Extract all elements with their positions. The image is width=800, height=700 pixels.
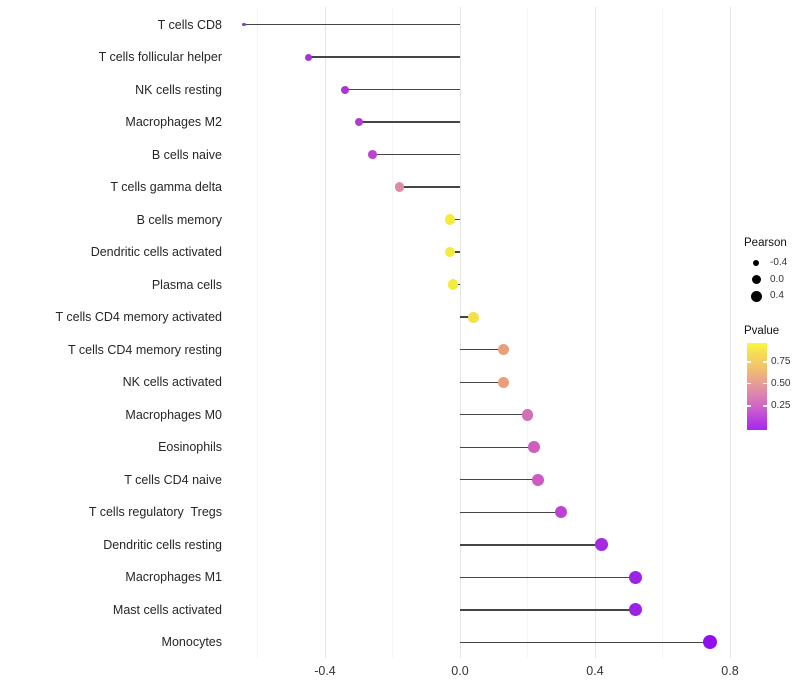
- pearson-size-dot: [752, 259, 760, 267]
- y-axis-label: Monocytes: [161, 635, 222, 650]
- pvalue-colorbar-tick: [747, 405, 751, 407]
- pvalue-tick-label: 0.75: [771, 356, 791, 367]
- y-axis-label: Mast cells activated: [112, 602, 222, 617]
- pvalue-colorbar-tick: [763, 361, 767, 363]
- lollipop-dot: [595, 538, 609, 552]
- y-axis-label: Eosinophils: [158, 440, 222, 455]
- lollipop-dot: [628, 570, 643, 584]
- lollipop-dot: [444, 214, 456, 225]
- lollipop-dot: [394, 182, 404, 192]
- pvalue-colorbar-tick: [747, 361, 751, 363]
- lollipop-dot: [521, 408, 534, 421]
- lollipop-stem: [460, 609, 636, 611]
- lollipop-dot: [367, 150, 377, 159]
- x-tick-label: -0.4: [314, 664, 336, 678]
- lollipop-dot: [702, 635, 717, 650]
- pvalue-tick-label: 0.25: [771, 400, 791, 411]
- lollipop-stem: [308, 56, 460, 58]
- lollipop-stem: [460, 641, 710, 644]
- gridline-major: [459, 7, 461, 658]
- lollipop-stem: [460, 544, 602, 546]
- pvalue-colorbar-tick: [763, 405, 767, 407]
- y-axis-label: T cells CD4 memory resting: [68, 342, 222, 357]
- lollipop-dot: [528, 441, 541, 454]
- lollipop-stem: [460, 381, 504, 383]
- gridline-major: [594, 7, 596, 658]
- lollipop-stem: [460, 446, 535, 448]
- y-axis-label: T cells regulatory Tregs: [88, 505, 222, 520]
- lollipop-dot: [468, 311, 479, 323]
- y-axis-label: Dendritic cells resting: [103, 537, 222, 552]
- gridline-minor: [257, 7, 258, 658]
- lollipop-dot: [304, 53, 312, 61]
- y-axis-label: B cells naive: [151, 147, 222, 162]
- gridline-minor: [527, 7, 528, 658]
- y-axis-label: Macrophages M1: [125, 570, 222, 585]
- pearson-size-dot: [750, 290, 762, 302]
- pvalue-colorbar-tick: [763, 382, 767, 385]
- pvalue-tick-label: 0.50: [771, 377, 791, 389]
- lollipop-stem: [460, 414, 528, 416]
- lollipop-stem: [460, 511, 562, 513]
- lollipop-dot: [341, 85, 350, 94]
- lollipop-stem: [399, 186, 460, 188]
- lollipop-stem: [460, 349, 504, 351]
- lollipop-dot: [444, 246, 456, 258]
- y-axis-label: T cells gamma delta: [110, 180, 222, 195]
- lollipop-dot: [628, 603, 643, 617]
- lollipop-dot: [354, 117, 363, 127]
- y-axis-label: T cells CD8: [157, 17, 222, 32]
- lollipop-stem: [345, 88, 460, 91]
- lollipop-dot: [498, 344, 510, 356]
- lollipop-stem: [244, 23, 460, 26]
- y-axis-label: T cells follicular helper: [98, 50, 222, 65]
- y-axis-label: T cells CD4 memory activated: [55, 310, 223, 325]
- x-tick-label: 0.4: [586, 664, 604, 678]
- pvalue-colorbar: [747, 343, 767, 430]
- lollipop-dot: [448, 279, 459, 290]
- lollipop-stem: [460, 479, 538, 481]
- lollipop-stem: [372, 153, 460, 156]
- x-tick-label: 0.8: [721, 664, 739, 678]
- pearson-legend-title: Pearson: [744, 237, 787, 249]
- lollipop-dot: [242, 22, 246, 27]
- y-axis-label: B cells memory: [136, 212, 222, 227]
- gridline-minor: [662, 7, 663, 658]
- lollipop-dot: [498, 376, 510, 388]
- y-axis-label: Plasma cells: [151, 277, 222, 292]
- gridline-minor: [392, 7, 393, 658]
- lollipop-stem: [460, 316, 474, 318]
- y-axis-label: T cells CD4 naive: [124, 472, 222, 487]
- y-axis-label: Macrophages M0: [125, 407, 222, 422]
- pearson-size-dot: [751, 275, 761, 284]
- pearson-size-label: -0.4: [770, 257, 788, 268]
- pearson-size-label: 0.0: [770, 273, 784, 285]
- y-axis-label: Dendritic cells activated: [90, 245, 222, 260]
- lollipop-stem: [460, 576, 636, 579]
- gridline-major: [324, 7, 326, 658]
- pvalue-legend-title: Pvalue: [744, 325, 780, 337]
- y-axis-label: Macrophages M2: [125, 115, 222, 130]
- y-axis-label: NK cells resting: [135, 82, 222, 97]
- x-tick-label: 0.0: [451, 664, 469, 678]
- y-axis-label: NK cells activated: [122, 375, 222, 390]
- lollipop-stem: [358, 121, 460, 123]
- gridline-major: [729, 7, 731, 658]
- pearson-size-label: 0.4: [770, 290, 784, 301]
- lollipop-dot: [555, 506, 568, 519]
- lollipop-dot: [531, 473, 544, 486]
- pvalue-colorbar-tick: [747, 382, 751, 385]
